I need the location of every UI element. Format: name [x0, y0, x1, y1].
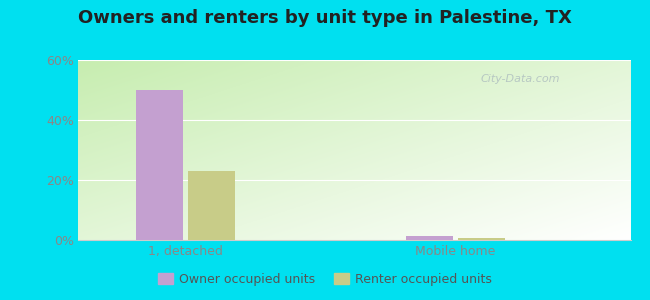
Text: City-Data.com: City-Data.com — [480, 74, 560, 84]
Bar — [458, 238, 505, 240]
Text: Owners and renters by unit type in Palestine, TX: Owners and renters by unit type in Pales… — [78, 9, 572, 27]
Bar — [188, 171, 235, 240]
Bar — [136, 90, 183, 240]
Legend: Owner occupied units, Renter occupied units: Owner occupied units, Renter occupied un… — [153, 268, 497, 291]
Bar — [406, 236, 453, 240]
